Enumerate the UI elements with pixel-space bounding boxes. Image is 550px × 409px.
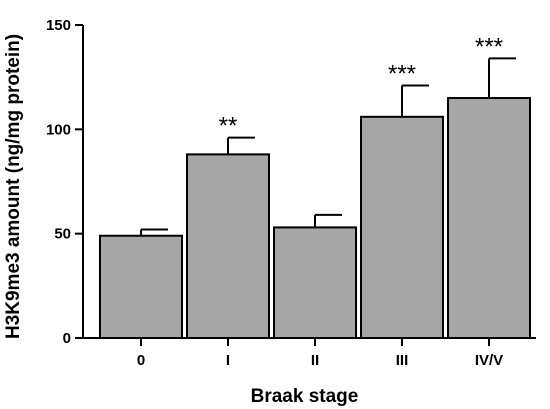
y-axis-title: H3K9me3 amount (ng/mg protein) xyxy=(3,34,24,339)
y-tick-label: 150 xyxy=(46,17,71,34)
y-tick-label: 0 xyxy=(63,330,71,347)
y-tick-label: 100 xyxy=(46,121,71,138)
x-tick-label: II xyxy=(311,352,319,369)
significance-layer: ******** xyxy=(219,33,503,139)
x-tick-label: 0 xyxy=(137,352,145,369)
y-ticks-layer: 0 50 100 150 xyxy=(46,17,83,347)
bar xyxy=(447,97,531,339)
bar xyxy=(186,153,270,339)
y-tick-label: 50 xyxy=(54,226,71,243)
bar xyxy=(360,115,444,339)
error-bars-layer xyxy=(140,57,516,236)
significance-label: ** xyxy=(219,113,238,140)
x-tick-label: III xyxy=(396,352,409,369)
bar xyxy=(273,226,357,339)
x-axis-title: Braak stage xyxy=(251,386,359,407)
bar xyxy=(99,234,183,339)
x-tick-label: I xyxy=(226,352,230,369)
significance-label: *** xyxy=(475,33,503,60)
significance-label: *** xyxy=(388,61,416,88)
x-ticks-layer: 0 I II III IV/V xyxy=(137,338,503,369)
x-tick-label: IV/V xyxy=(475,352,503,369)
